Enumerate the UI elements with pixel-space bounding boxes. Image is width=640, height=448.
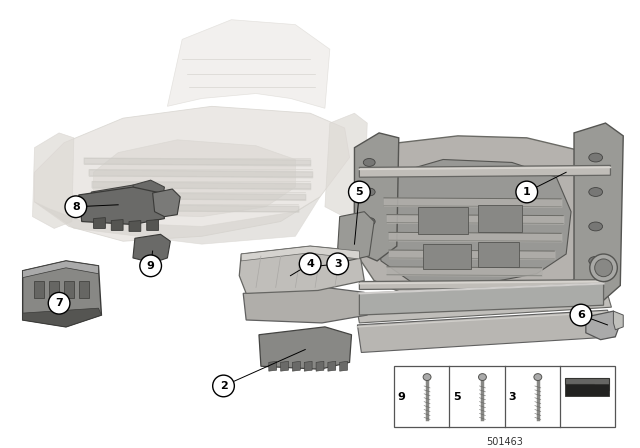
- Polygon shape: [338, 211, 374, 261]
- Polygon shape: [355, 133, 399, 261]
- Bar: [35, 280, 44, 298]
- Bar: [79, 280, 88, 298]
- Ellipse shape: [534, 374, 542, 380]
- Ellipse shape: [589, 222, 603, 231]
- Polygon shape: [93, 140, 296, 216]
- Circle shape: [140, 255, 161, 277]
- Text: 501463: 501463: [486, 437, 523, 447]
- Polygon shape: [86, 185, 150, 211]
- Polygon shape: [374, 159, 571, 285]
- Polygon shape: [360, 280, 604, 289]
- Polygon shape: [280, 362, 289, 371]
- Circle shape: [570, 304, 592, 326]
- Polygon shape: [355, 136, 611, 303]
- Text: 9: 9: [147, 261, 155, 271]
- Bar: [49, 280, 59, 298]
- Polygon shape: [133, 180, 164, 202]
- Polygon shape: [304, 362, 312, 371]
- Bar: [424, 244, 470, 269]
- Text: 4: 4: [306, 259, 314, 269]
- Text: 7: 7: [55, 298, 63, 308]
- Polygon shape: [93, 218, 106, 228]
- Polygon shape: [79, 187, 164, 224]
- Text: 6: 6: [577, 310, 585, 320]
- Bar: [64, 280, 74, 298]
- Polygon shape: [111, 220, 123, 230]
- Text: 8: 8: [72, 202, 80, 212]
- Ellipse shape: [590, 254, 618, 282]
- Ellipse shape: [589, 256, 603, 265]
- Polygon shape: [35, 197, 320, 244]
- Polygon shape: [168, 20, 330, 108]
- Circle shape: [212, 375, 234, 397]
- Polygon shape: [147, 220, 159, 230]
- Polygon shape: [243, 287, 367, 323]
- Polygon shape: [565, 384, 609, 396]
- Circle shape: [48, 293, 70, 314]
- Text: 3: 3: [334, 259, 342, 269]
- Polygon shape: [292, 362, 300, 371]
- Text: 5: 5: [356, 187, 363, 197]
- Bar: [477, 242, 519, 267]
- Polygon shape: [22, 261, 99, 278]
- Circle shape: [65, 196, 86, 218]
- Ellipse shape: [364, 218, 375, 225]
- Text: 3: 3: [509, 392, 516, 402]
- Polygon shape: [340, 362, 348, 371]
- Polygon shape: [129, 220, 141, 231]
- Ellipse shape: [589, 188, 603, 196]
- Polygon shape: [22, 308, 101, 327]
- Text: 1: 1: [523, 187, 531, 197]
- Text: 5: 5: [453, 392, 461, 402]
- Ellipse shape: [364, 159, 375, 166]
- Text: 9: 9: [398, 392, 406, 402]
- Text: 2: 2: [220, 381, 227, 391]
- Ellipse shape: [479, 374, 486, 380]
- Ellipse shape: [595, 259, 612, 277]
- Circle shape: [516, 181, 538, 203]
- Ellipse shape: [364, 188, 375, 196]
- Polygon shape: [316, 362, 324, 371]
- Circle shape: [349, 181, 370, 203]
- Ellipse shape: [589, 153, 603, 162]
- Bar: [477, 205, 522, 233]
- Polygon shape: [259, 327, 351, 369]
- Polygon shape: [35, 106, 349, 241]
- Ellipse shape: [423, 374, 431, 380]
- Polygon shape: [360, 284, 604, 315]
- Polygon shape: [357, 310, 616, 353]
- Polygon shape: [355, 280, 611, 323]
- Circle shape: [327, 253, 349, 275]
- Bar: [394, 366, 616, 427]
- Polygon shape: [574, 123, 623, 300]
- Polygon shape: [269, 362, 276, 371]
- Polygon shape: [239, 246, 364, 293]
- Polygon shape: [586, 311, 620, 340]
- Polygon shape: [152, 189, 180, 216]
- Polygon shape: [325, 113, 367, 219]
- Polygon shape: [613, 311, 623, 330]
- Polygon shape: [33, 133, 74, 228]
- Bar: [419, 207, 468, 234]
- Polygon shape: [22, 261, 101, 327]
- Polygon shape: [328, 362, 336, 371]
- Polygon shape: [241, 246, 360, 261]
- Circle shape: [300, 253, 321, 275]
- Polygon shape: [133, 234, 170, 263]
- Polygon shape: [565, 378, 609, 390]
- Polygon shape: [360, 165, 611, 177]
